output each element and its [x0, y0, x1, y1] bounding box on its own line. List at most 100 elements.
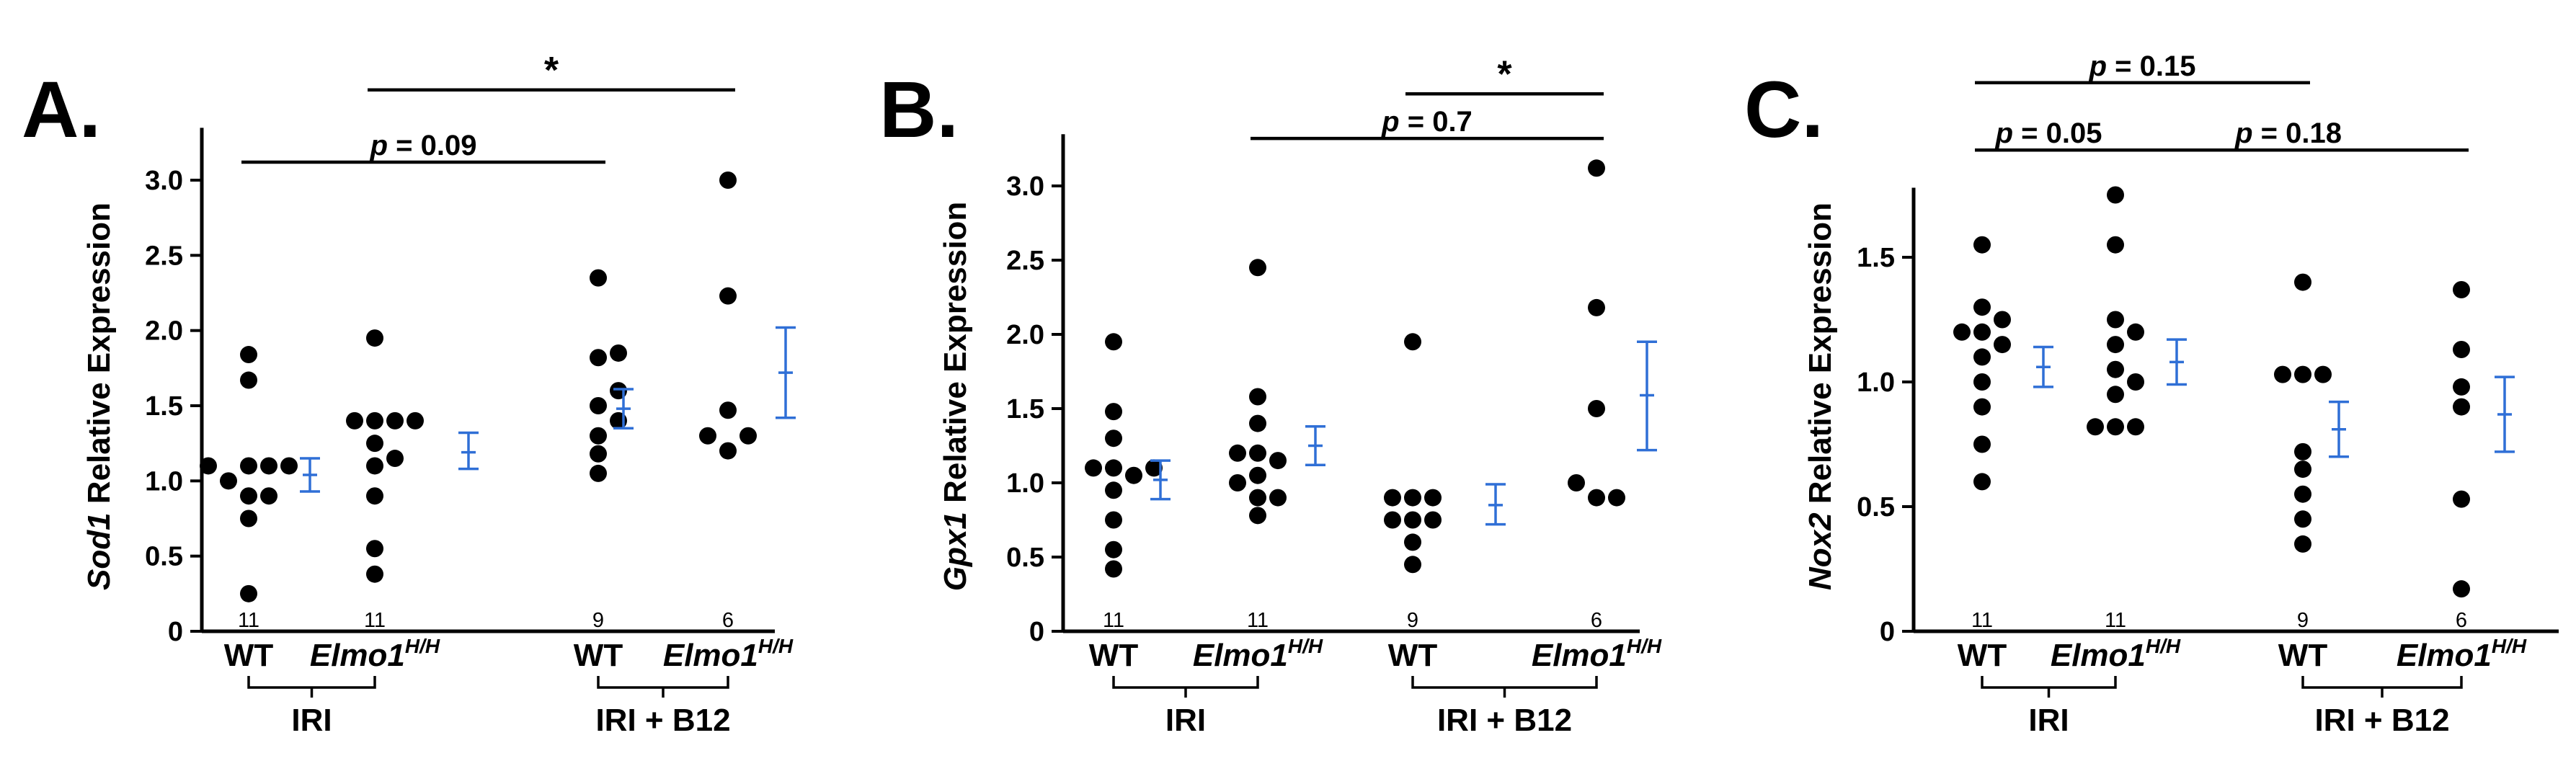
data-point [2294, 273, 2311, 291]
data-point [1105, 403, 1122, 421]
y-tick-label: 1.5 [1006, 394, 1044, 424]
data-point [1229, 474, 1246, 491]
data-point [2453, 280, 2470, 298]
data-point [740, 427, 757, 445]
data-point [590, 397, 607, 414]
data-point [590, 464, 607, 482]
data-point [2294, 365, 2311, 383]
data-point [2127, 373, 2144, 391]
data-point [260, 457, 277, 475]
data-point [1588, 489, 1605, 507]
data-point [366, 565, 383, 583]
data-point [2453, 580, 2470, 598]
data-point [1404, 533, 1421, 551]
n-label: 11 [1103, 609, 1124, 632]
significance-annotation: p = 0.09 [241, 130, 605, 164]
data-point [590, 427, 607, 445]
chart-panel-3: C. Nox2 Relative Expression 0 0.5 1.0 1.5 11 WT… [1744, 50, 2559, 738]
data-point [2127, 323, 2144, 341]
data-point [1105, 511, 1122, 529]
data-point [1973, 298, 1991, 316]
data-point [1973, 435, 1991, 453]
group-bracket [1112, 676, 1259, 698]
data-point [240, 487, 257, 505]
data-point [2453, 378, 2470, 396]
data-point [1249, 507, 1266, 525]
n-label: 11 [1247, 609, 1269, 632]
data-point [1973, 373, 1991, 391]
data-point [1404, 333, 1421, 351]
n-label: 6 [722, 609, 734, 632]
panel-label: C. [1744, 66, 1824, 154]
data-point [1973, 236, 1991, 254]
data-point [699, 427, 716, 445]
data-point [2107, 418, 2124, 436]
data-point [1125, 466, 1142, 484]
data-point [2314, 365, 2332, 383]
data-point [719, 442, 737, 460]
data-point [1994, 311, 2011, 329]
data-point [1973, 323, 1991, 341]
significance-annotation: p = 0.05 [1975, 117, 2123, 152]
data-point [1105, 560, 1122, 578]
data-point [2453, 341, 2470, 359]
data-point [2087, 418, 2104, 436]
data-point [240, 509, 257, 528]
data-point [2294, 460, 2311, 479]
data-point [240, 346, 257, 364]
n-label: 6 [1591, 609, 1602, 632]
data-point [2274, 365, 2291, 383]
n-label: 9 [592, 609, 604, 632]
y-tick-label: 0 [1029, 617, 1044, 647]
data-point [590, 445, 607, 463]
data-point [1249, 444, 1266, 462]
significance-annotation: * [1405, 53, 1604, 96]
data-point [1404, 489, 1421, 507]
y-tick-label: 1.5 [145, 391, 183, 422]
data-point [1404, 556, 1421, 574]
data-point [719, 287, 737, 305]
y-tick-label: 2.5 [145, 241, 183, 271]
data-point [1249, 388, 1266, 406]
data-point [1105, 540, 1122, 558]
y-axis-label-rest: Relative Expression [1803, 203, 1838, 512]
data-point [1588, 159, 1605, 177]
y-axis-label: Sod1 Relative Expression [81, 203, 117, 590]
data-point [1588, 298, 1605, 316]
y-tick-label: 0.5 [145, 542, 183, 572]
n-label: 11 [1971, 609, 1993, 632]
significance-annotation: p = 0.18 [2108, 117, 2469, 152]
data-point [1249, 466, 1266, 484]
data-point [2107, 360, 2124, 378]
panel-label: B. [879, 66, 959, 154]
x-category-label: WT [2278, 638, 2328, 673]
data-point [366, 487, 383, 505]
data-point [590, 269, 607, 287]
data-point [2107, 236, 2124, 254]
data-point [240, 371, 257, 389]
group-label: IRI [291, 703, 332, 738]
data-point [590, 349, 607, 367]
group-label: IRI + B12 [2314, 703, 2449, 738]
data-point [2107, 386, 2124, 404]
y-tick-label: 1.0 [145, 466, 183, 497]
data-point [1085, 459, 1102, 477]
error-bar [300, 457, 320, 493]
data-point [2453, 398, 2470, 416]
data-point [1973, 348, 1991, 366]
data-point [719, 401, 737, 419]
data-point [1608, 489, 1625, 507]
data-point [1229, 444, 1246, 462]
error-bar [458, 431, 479, 471]
x-category-label: Elmo1H/H [1532, 635, 1662, 673]
significance-star: * [544, 50, 559, 92]
n-label: 6 [2456, 609, 2467, 632]
error-bar [1485, 483, 1506, 526]
n-label: 11 [238, 609, 259, 632]
data-point [1269, 489, 1287, 507]
p-value-label: p = 0.09 [370, 130, 477, 161]
data-point [1424, 511, 1442, 529]
p-value-label: p = 0.15 [2089, 50, 2196, 82]
y-axis-label-gene: Gpx1 [938, 512, 973, 591]
error-bar [776, 326, 796, 419]
